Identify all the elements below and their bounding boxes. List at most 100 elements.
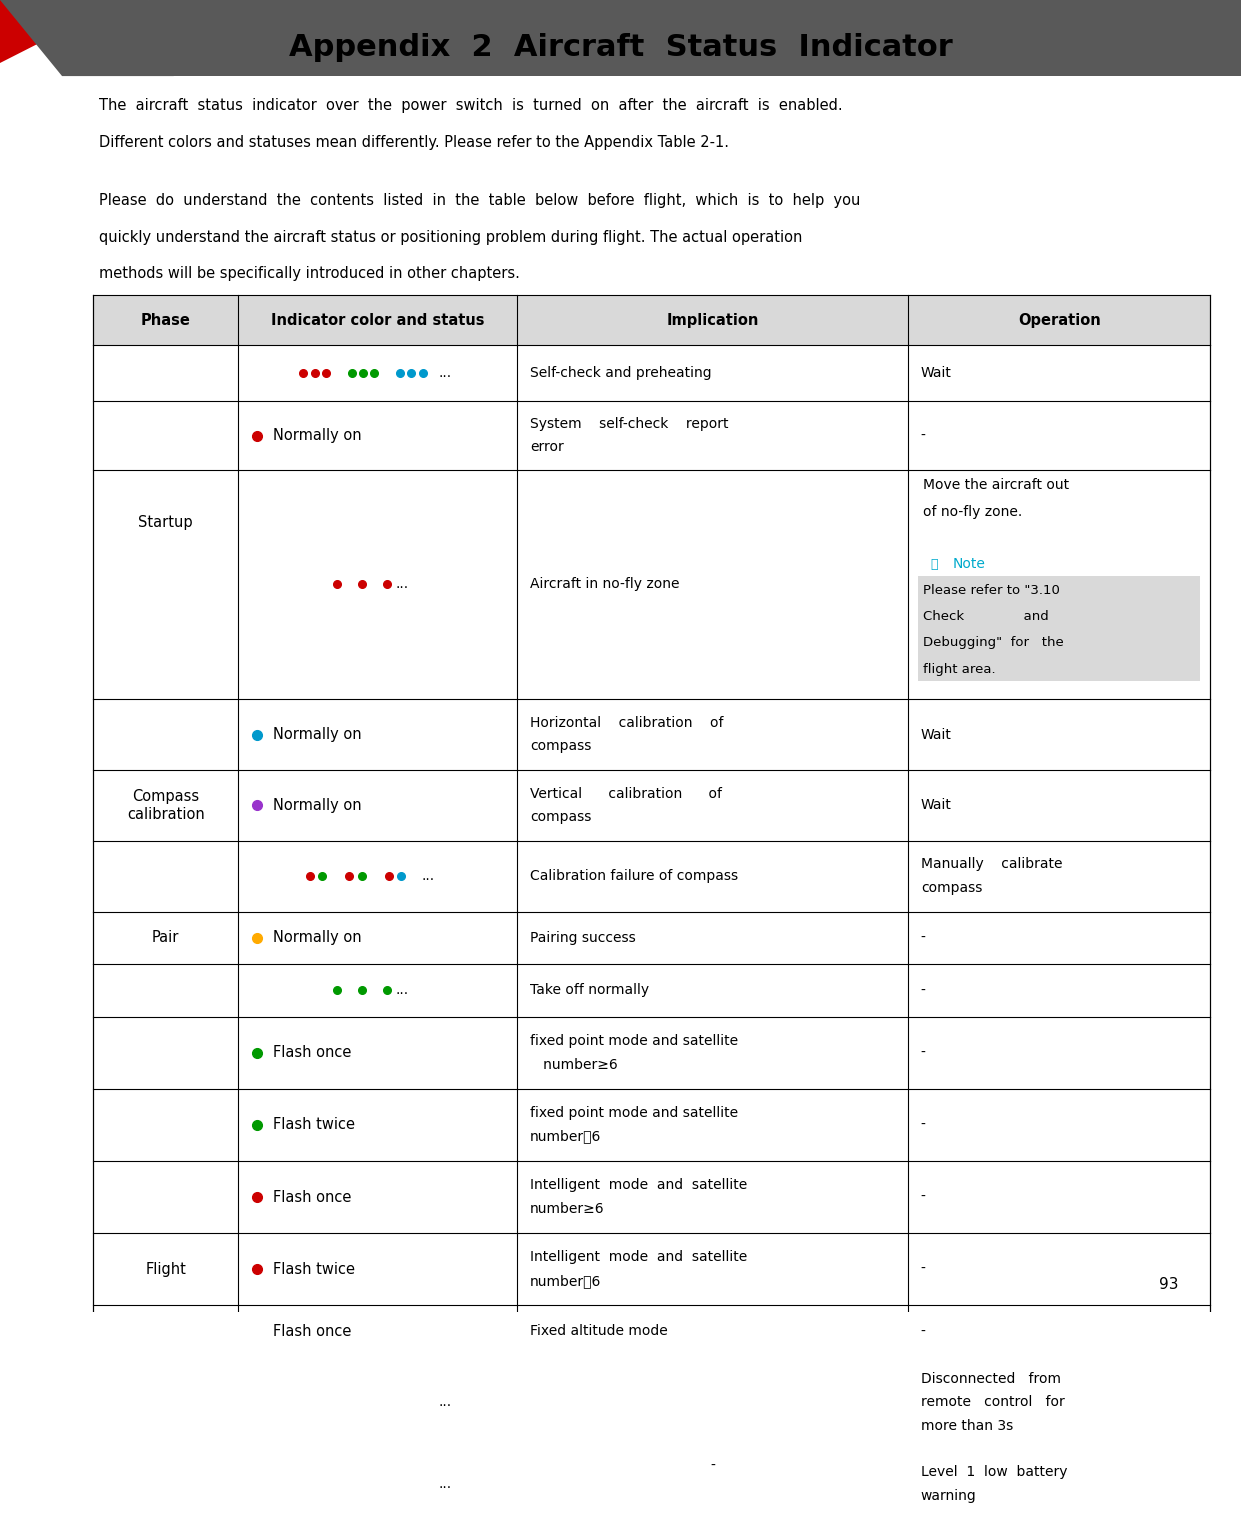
- Text: Compass
calibration: Compass calibration: [127, 790, 205, 822]
- Text: ...: ...: [395, 983, 408, 997]
- Text: Disconnected   from: Disconnected from: [921, 1372, 1061, 1386]
- Text: Wait: Wait: [921, 366, 952, 380]
- FancyBboxPatch shape: [238, 1017, 517, 1089]
- Text: warning: warning: [921, 1490, 977, 1503]
- Text: number＜6: number＜6: [530, 1130, 602, 1144]
- Text: Flight: Flight: [145, 1262, 186, 1277]
- Text: Horizontal    calibration    of: Horizontal calibration of: [530, 717, 724, 730]
- Text: ...: ...: [439, 1395, 452, 1410]
- Text: Move the aircraft out: Move the aircraft out: [923, 478, 1070, 493]
- Polygon shape: [0, 0, 174, 77]
- Text: Level  1  low  battery: Level 1 low battery: [921, 1465, 1067, 1479]
- FancyBboxPatch shape: [238, 911, 517, 965]
- Text: -: -: [921, 1262, 926, 1277]
- Text: Flash twice: Flash twice: [273, 1262, 355, 1277]
- FancyBboxPatch shape: [93, 1232, 238, 1306]
- Text: Calibration failure of compass: Calibration failure of compass: [530, 870, 738, 883]
- FancyBboxPatch shape: [93, 1522, 238, 1531]
- Text: -: -: [921, 1190, 926, 1203]
- Text: Check              and: Check and: [923, 609, 1049, 623]
- Text: -: -: [921, 931, 926, 945]
- FancyBboxPatch shape: [908, 965, 1210, 1017]
- Text: Fixed altitude mode: Fixed altitude mode: [530, 1324, 668, 1338]
- FancyBboxPatch shape: [908, 1522, 1210, 1531]
- FancyBboxPatch shape: [517, 1160, 908, 1232]
- FancyBboxPatch shape: [238, 1306, 517, 1358]
- FancyBboxPatch shape: [517, 1232, 908, 1306]
- Text: Flash twice: Flash twice: [273, 1118, 355, 1133]
- FancyBboxPatch shape: [517, 344, 908, 401]
- FancyBboxPatch shape: [93, 295, 1210, 344]
- Text: number≥6: number≥6: [530, 1058, 618, 1072]
- FancyBboxPatch shape: [908, 841, 1210, 911]
- Text: compass: compass: [921, 882, 982, 896]
- Text: Normally on: Normally on: [273, 798, 361, 813]
- FancyBboxPatch shape: [238, 1232, 517, 1306]
- Text: flight area.: flight area.: [923, 663, 997, 675]
- Text: Self-check and preheating: Self-check and preheating: [530, 366, 711, 380]
- FancyBboxPatch shape: [238, 700, 517, 770]
- Text: -: -: [921, 1118, 926, 1131]
- FancyBboxPatch shape: [93, 1160, 238, 1232]
- Text: Normally on: Normally on: [273, 727, 361, 743]
- Text: ...: ...: [421, 870, 434, 883]
- FancyBboxPatch shape: [238, 770, 517, 841]
- Text: Flash once: Flash once: [273, 1046, 351, 1061]
- Text: -: -: [921, 429, 926, 442]
- FancyBboxPatch shape: [908, 344, 1210, 401]
- Text: -: -: [921, 1324, 926, 1338]
- FancyBboxPatch shape: [517, 770, 908, 841]
- Text: -: -: [921, 983, 926, 997]
- FancyBboxPatch shape: [93, 1447, 238, 1522]
- FancyBboxPatch shape: [517, 401, 908, 470]
- Text: Please  do  understand  the  contents  listed  in  the  table  below  before  fl: Please do understand the contents listed…: [99, 193, 861, 208]
- Text: Pair: Pair: [151, 931, 180, 946]
- FancyBboxPatch shape: [517, 911, 908, 965]
- Text: Manually    calibrate: Manually calibrate: [921, 857, 1062, 871]
- FancyBboxPatch shape: [517, 841, 908, 911]
- FancyBboxPatch shape: [93, 1306, 238, 1358]
- Text: Intelligent  mode  and  satellite: Intelligent mode and satellite: [530, 1251, 747, 1265]
- FancyBboxPatch shape: [238, 1447, 517, 1522]
- FancyBboxPatch shape: [93, 965, 238, 1017]
- FancyBboxPatch shape: [93, 700, 238, 770]
- Text: Flash once: Flash once: [273, 1324, 351, 1340]
- FancyBboxPatch shape: [918, 655, 1200, 681]
- Text: Implication: Implication: [666, 312, 759, 328]
- Text: fixed point mode and satellite: fixed point mode and satellite: [530, 1033, 738, 1047]
- Text: -: -: [711, 1459, 715, 1473]
- FancyBboxPatch shape: [908, 1358, 1210, 1447]
- FancyBboxPatch shape: [908, 1089, 1210, 1160]
- Text: Indicator color and status: Indicator color and status: [271, 312, 485, 328]
- FancyBboxPatch shape: [517, 1089, 908, 1160]
- FancyBboxPatch shape: [238, 1358, 517, 1447]
- Text: The  aircraft  status  indicator  over  the  power  switch  is  turned  on  afte: The aircraft status indicator over the p…: [99, 98, 843, 113]
- Text: number≥6: number≥6: [530, 1202, 604, 1216]
- FancyBboxPatch shape: [908, 1232, 1210, 1306]
- FancyBboxPatch shape: [908, 470, 1210, 700]
- Text: Please refer to "3.10: Please refer to "3.10: [923, 583, 1060, 597]
- FancyBboxPatch shape: [918, 576, 1200, 602]
- FancyBboxPatch shape: [238, 1089, 517, 1160]
- FancyBboxPatch shape: [908, 401, 1210, 470]
- FancyBboxPatch shape: [517, 1306, 908, 1358]
- Text: ...: ...: [439, 1477, 452, 1491]
- FancyBboxPatch shape: [93, 470, 238, 700]
- Text: fixed point mode and satellite: fixed point mode and satellite: [530, 1105, 738, 1121]
- Text: ...: ...: [395, 577, 408, 591]
- Text: 93: 93: [1159, 1277, 1179, 1292]
- FancyBboxPatch shape: [93, 1358, 238, 1447]
- FancyBboxPatch shape: [238, 1522, 517, 1531]
- Text: Note: Note: [953, 557, 985, 571]
- FancyBboxPatch shape: [238, 401, 517, 470]
- Text: Intelligent  mode  and  satellite: Intelligent mode and satellite: [530, 1179, 747, 1193]
- Text: of no-fly zone.: of no-fly zone.: [923, 505, 1023, 519]
- FancyBboxPatch shape: [908, 1447, 1210, 1522]
- FancyBboxPatch shape: [908, 1160, 1210, 1232]
- Text: Wait: Wait: [921, 727, 952, 741]
- Text: Flash once: Flash once: [273, 1190, 351, 1205]
- Text: error: error: [530, 441, 563, 455]
- Text: compass: compass: [530, 810, 591, 824]
- FancyBboxPatch shape: [517, 1358, 908, 1447]
- Text: more than 3s: more than 3s: [921, 1419, 1013, 1433]
